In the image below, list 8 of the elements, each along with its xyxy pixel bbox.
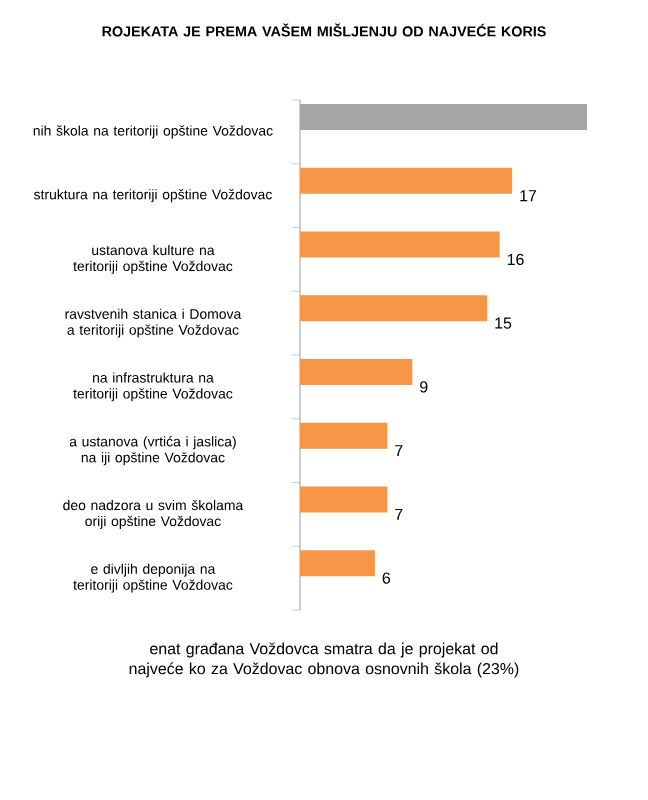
bar bbox=[300, 422, 388, 449]
bar bbox=[300, 231, 500, 258]
bar bbox=[300, 550, 375, 577]
bar bbox=[300, 486, 388, 513]
bar bbox=[300, 295, 488, 322]
bar bbox=[300, 167, 513, 194]
bar bbox=[300, 358, 413, 385]
bar bbox=[300, 103, 587, 130]
